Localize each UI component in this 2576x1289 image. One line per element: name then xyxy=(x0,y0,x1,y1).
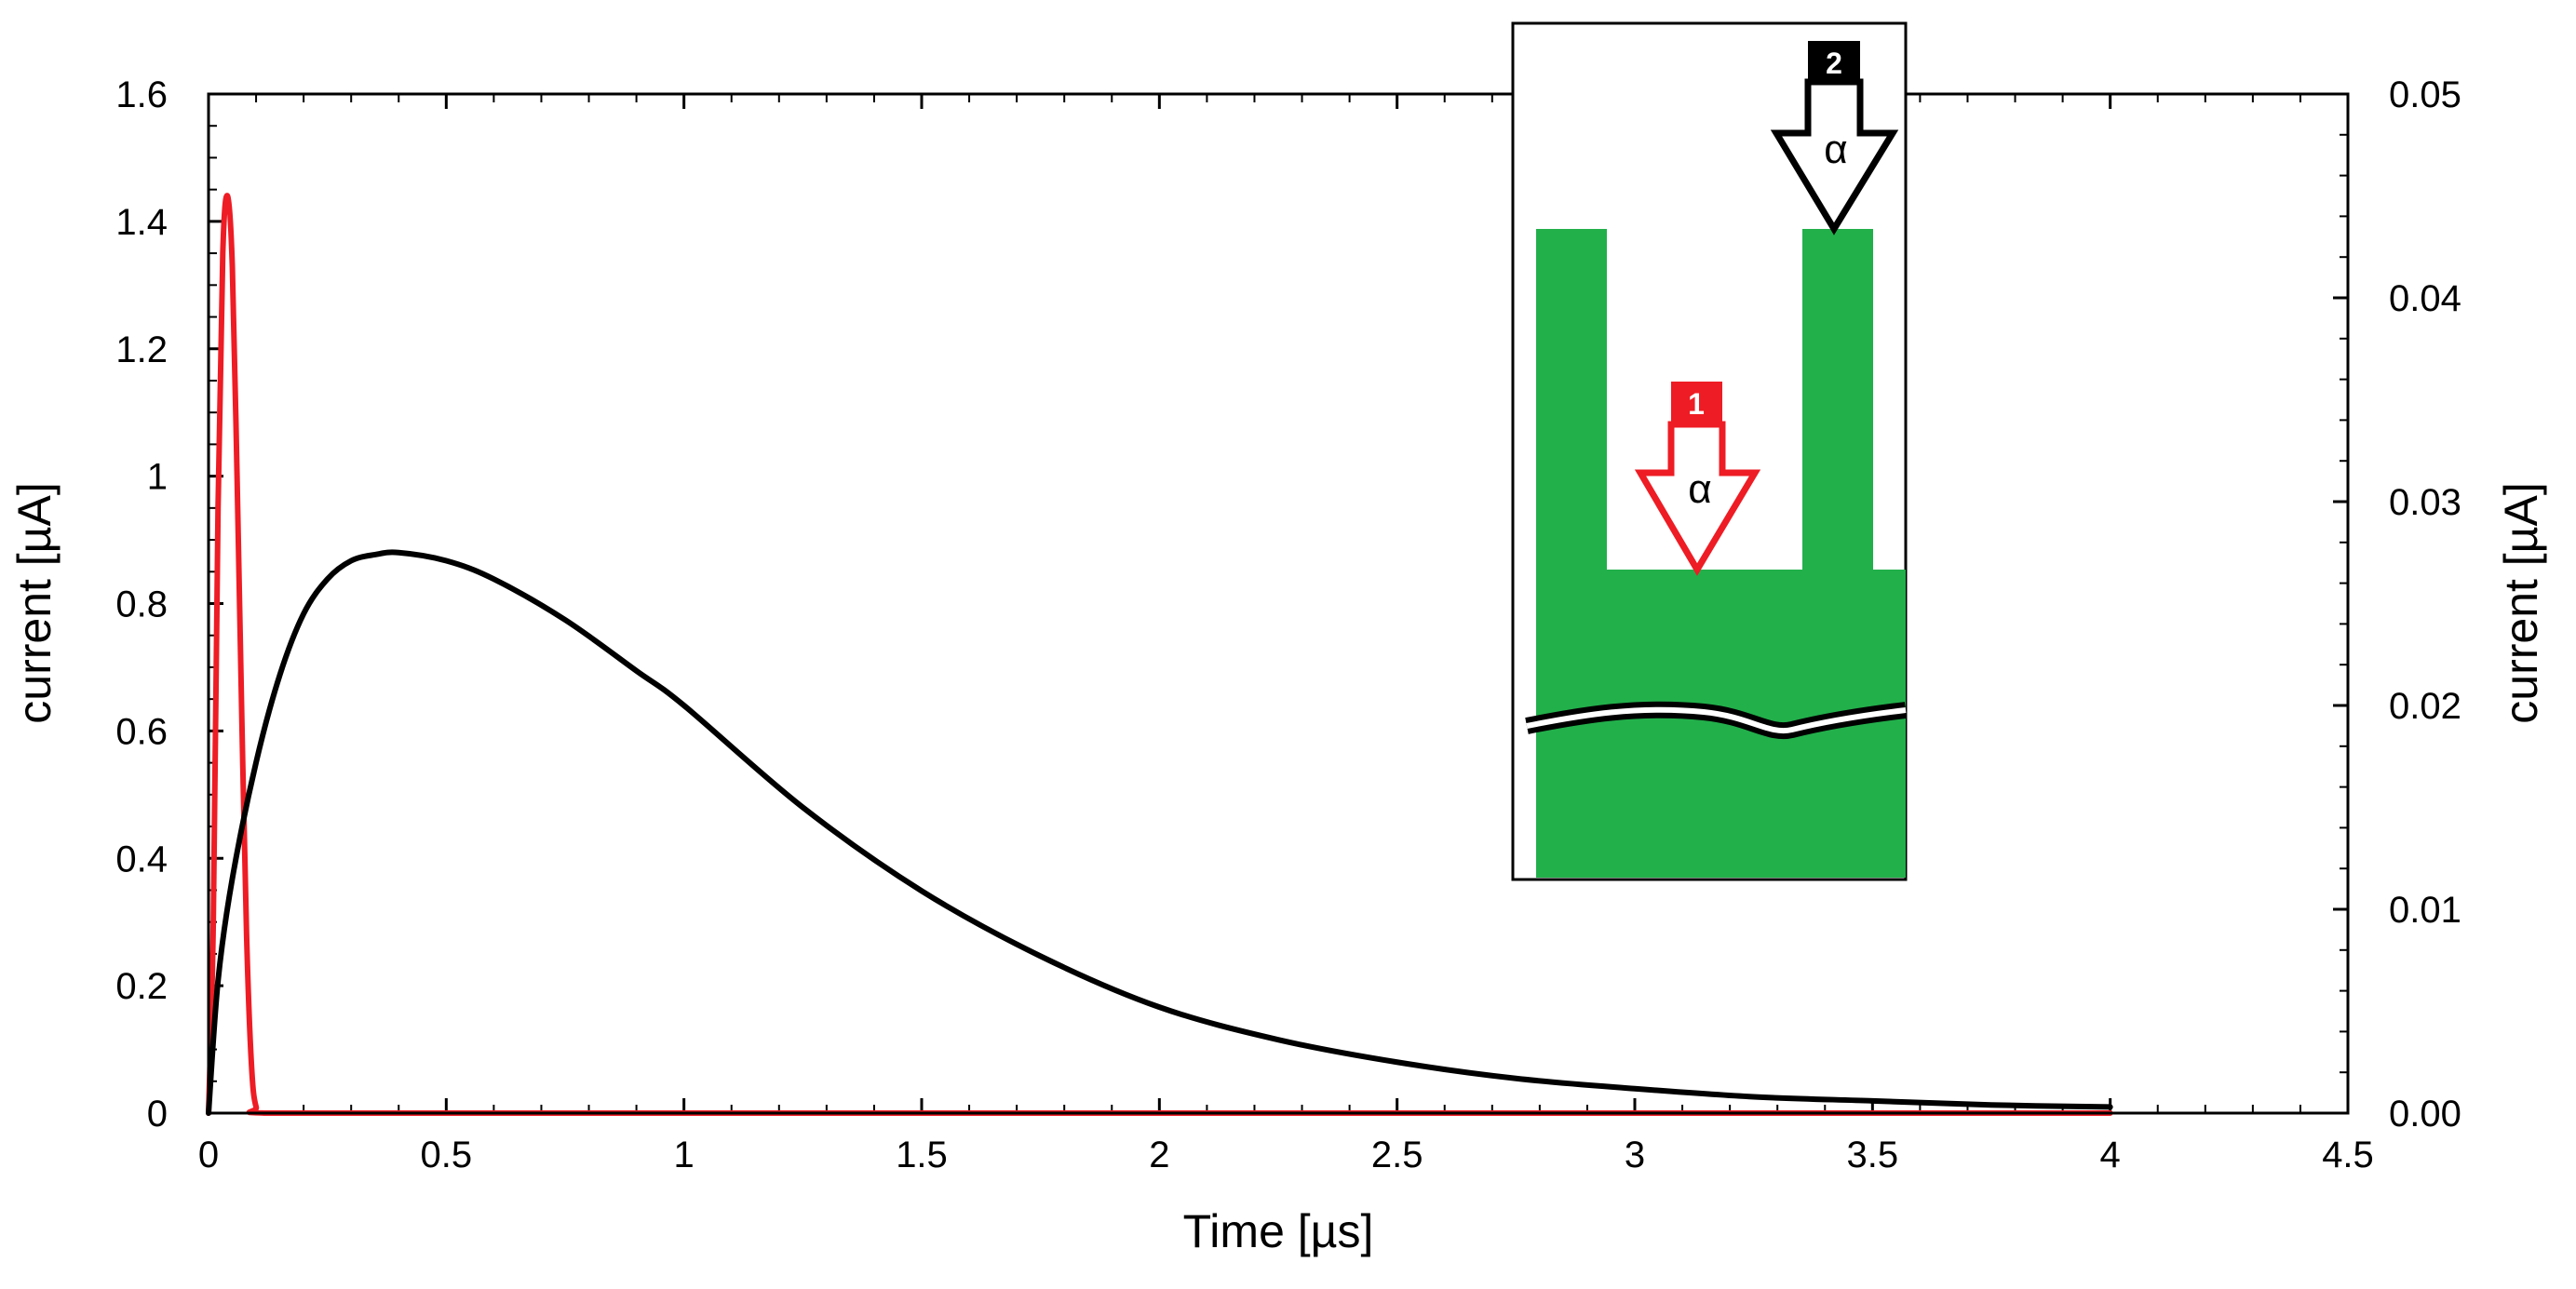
arrow-2-alpha: α xyxy=(1824,127,1847,172)
x-tick-label: 3.5 xyxy=(1847,1135,1899,1175)
x-tick-label: 0 xyxy=(198,1135,219,1175)
inset-diagram: 1 α 2 α xyxy=(1511,21,1908,881)
x-tick-label: 1.5 xyxy=(896,1135,948,1175)
x-tick-label: 3 xyxy=(1625,1135,1645,1175)
badge-2-label: 2 xyxy=(1826,47,1842,80)
x-tick-label: 4 xyxy=(2100,1135,2121,1175)
y-left-axis-title: current [µA] xyxy=(8,482,61,723)
series-line-black xyxy=(206,549,2113,1116)
x-tick-label: 4.5 xyxy=(2322,1135,2374,1175)
y-right-tick-labels: 0.00 0.01 0.02 0.03 0.04 0.05 xyxy=(2389,74,2461,1135)
y-right-tick-label: 0.02 xyxy=(2389,686,2461,727)
y-right-tick-label: 0.05 xyxy=(2389,74,2461,115)
arrow-down-icon-black xyxy=(1770,78,1899,235)
plot-frame xyxy=(207,92,2350,1115)
x-tick-label: 2.5 xyxy=(1371,1135,1423,1175)
y-left-tick-label: 0.2 xyxy=(115,966,168,1007)
y-left-tick-label: 1.2 xyxy=(115,329,168,370)
arrow-down-icon-red xyxy=(1634,421,1761,576)
y-left-tick-label: 0.4 xyxy=(115,839,168,879)
y-left-tick-labels: 0 0.2 0.4 0.6 0.8 1 1.2 1.4 1.6 xyxy=(115,74,168,1135)
break-line-inner xyxy=(1526,706,1907,734)
y-left-tick-label: 1.6 xyxy=(115,74,168,115)
x-tick-labels: 0 0.5 1 1.5 2 2.5 3 3.5 4 4.5 xyxy=(198,1135,2374,1175)
y-right-tick-label: 0.04 xyxy=(2389,278,2461,319)
badge-2 xyxy=(1808,41,1860,82)
y-right-tick-label: 0.01 xyxy=(2389,890,2461,931)
y-right-tick-label: 0.00 xyxy=(2389,1094,2461,1135)
y-right-tick-label: 0.03 xyxy=(2389,482,2461,523)
badge-1-label: 1 xyxy=(1688,387,1705,421)
x-tick-label: 1 xyxy=(674,1135,695,1175)
y-right-axis-title: current [µA] xyxy=(2495,482,2547,723)
x-axis-title: Time [µs] xyxy=(1183,1205,1374,1257)
y-left-tick-label: 0.8 xyxy=(115,584,168,625)
x-tick-marks xyxy=(207,94,2350,1113)
y-left-tick-label: 0.6 xyxy=(115,711,168,752)
y-left-tick-label: 0 xyxy=(147,1094,168,1135)
y-right-tick-marks xyxy=(2333,92,2348,1115)
y-left-tick-label: 1.4 xyxy=(115,202,168,243)
arrow-1-alpha: α xyxy=(1688,466,1711,512)
x-tick-label: 0.5 xyxy=(421,1135,473,1175)
x-tick-label: 2 xyxy=(1149,1135,1169,1175)
y-left-tick-label: 1 xyxy=(147,457,168,498)
badge-1 xyxy=(1671,382,1722,424)
